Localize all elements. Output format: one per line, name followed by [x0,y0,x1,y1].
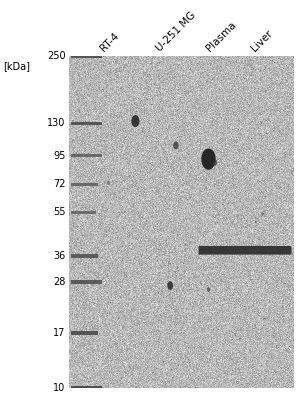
Ellipse shape [261,212,264,216]
Text: Liver: Liver [249,28,274,53]
Text: U-251 MG: U-251 MG [154,10,198,53]
Text: RT-4: RT-4 [98,30,121,53]
FancyBboxPatch shape [199,246,292,255]
Text: 95: 95 [53,151,65,161]
Bar [71,254,98,258]
Ellipse shape [255,221,256,223]
Text: 10: 10 [53,383,65,393]
Ellipse shape [201,148,216,170]
Text: Plasma: Plasma [204,20,238,53]
Text: 130: 130 [47,118,65,128]
Bar [71,386,102,390]
Ellipse shape [173,142,178,150]
Ellipse shape [207,287,210,292]
Text: 55: 55 [53,207,65,217]
Bar [71,183,98,186]
Bar [71,210,96,214]
Bar [71,154,102,158]
Text: 28: 28 [53,277,65,287]
Bar [71,280,102,284]
Ellipse shape [107,181,110,185]
Ellipse shape [167,281,173,290]
Text: 72: 72 [53,179,65,189]
Ellipse shape [131,115,140,127]
Text: 17: 17 [53,328,65,338]
Bar [71,331,98,335]
Text: 36: 36 [53,251,65,261]
Bar [71,54,102,58]
Bar [71,122,102,125]
Ellipse shape [213,160,217,166]
Text: [kDa]: [kDa] [4,61,31,71]
Text: 250: 250 [47,51,65,61]
